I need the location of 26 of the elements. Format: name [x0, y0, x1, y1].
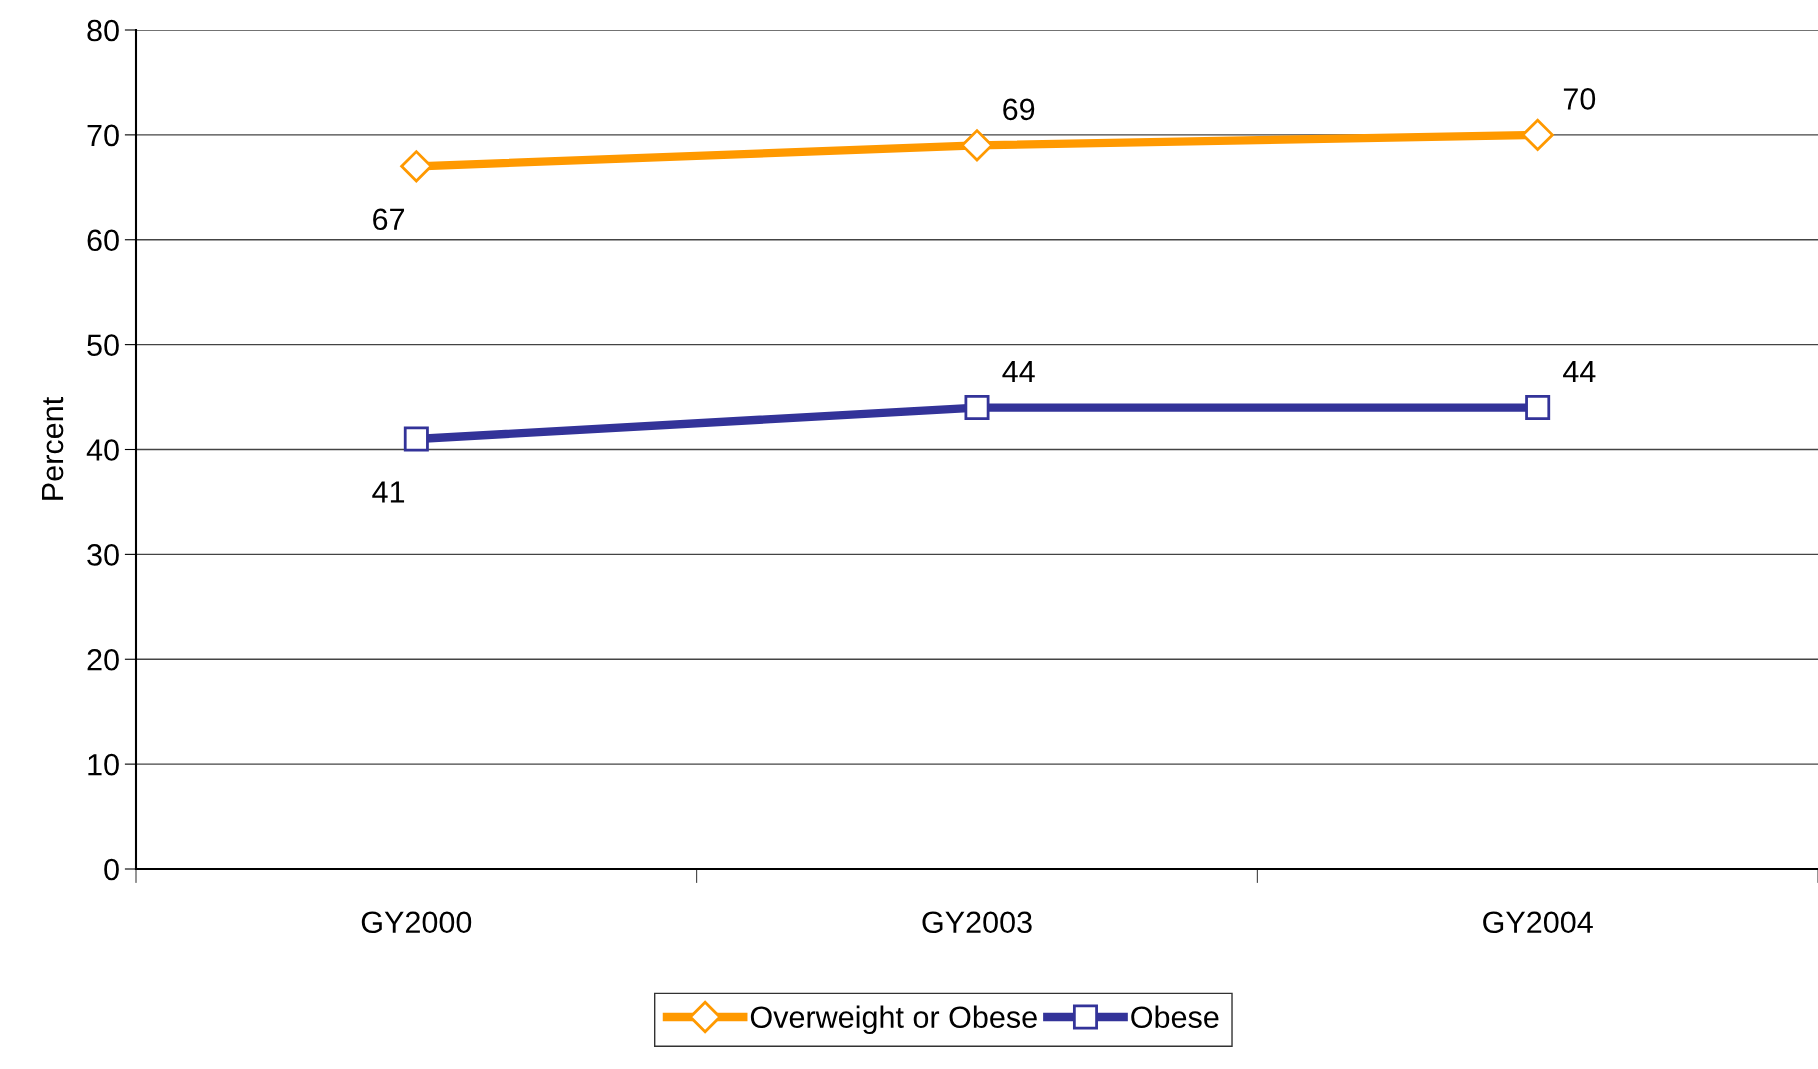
data-label: 67 — [373, 208, 405, 231]
y-tick-label: 70 — [87, 124, 119, 147]
x-tick-label: GY2004 — [1483, 911, 1593, 934]
y-tick-label: 40 — [86, 439, 119, 461]
y-tick-label: 10 — [88, 753, 119, 776]
y-tick-label: 0 — [104, 858, 119, 881]
x-tick-label: GY2000 — [361, 911, 472, 934]
data-label: 44 — [1563, 361, 1596, 383]
point — [403, 426, 429, 452]
point — [1521, 118, 1554, 151]
point — [964, 395, 990, 421]
data-label: 69 — [1003, 98, 1035, 121]
data-label: 41 — [372, 481, 405, 503]
point — [400, 150, 433, 183]
point — [1525, 395, 1551, 421]
y-tick-label: 50 — [87, 334, 119, 356]
y-tick-label: 30 — [87, 544, 119, 566]
y-tick-label: 80 — [87, 19, 119, 42]
y-tick-label: 60 — [87, 229, 119, 252]
legend-label: Obese — [1131, 1005, 1219, 1029]
legend-label: Overweight or Obese — [750, 1005, 1037, 1035]
x-tick-label: GY2003 — [922, 911, 1032, 934]
data-label: 70 — [1563, 88, 1596, 110]
data-label: 44 — [1002, 361, 1035, 383]
y-axis-title: Percent — [42, 397, 64, 500]
y-tick-label: 20 — [87, 648, 119, 671]
